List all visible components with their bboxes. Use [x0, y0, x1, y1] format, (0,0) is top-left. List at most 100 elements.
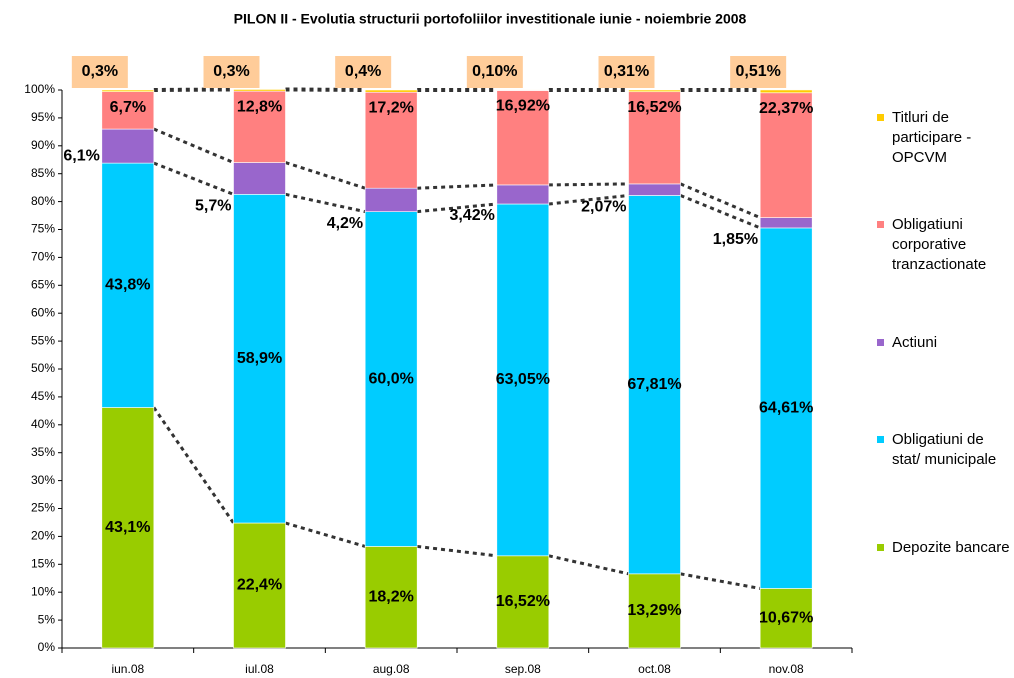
value-label: 64,61%: [759, 399, 813, 416]
label-box: [730, 56, 787, 88]
bar-segment: [628, 573, 681, 649]
bar-segment: [628, 89, 681, 93]
y-tick-label: 55%: [31, 333, 55, 347]
value-label: 0,3%: [213, 63, 249, 80]
bar-segment: [496, 90, 550, 186]
value-label: 12,8%: [237, 98, 282, 115]
bar-segment: [101, 89, 155, 92]
bar-segment: [364, 89, 418, 93]
y-tick-label: 95%: [31, 110, 55, 124]
x-tick-label: iul.08: [245, 662, 274, 676]
y-tick-label: 100%: [24, 82, 55, 96]
chart-title: PILON II - Evolutia structurii portofoli…: [234, 11, 747, 27]
bar-segment: [233, 522, 286, 649]
label-box: [335, 56, 392, 88]
bar-segment: [233, 162, 286, 195]
connector: [285, 192, 366, 214]
value-label: 22,4%: [237, 577, 282, 594]
connector: [548, 193, 629, 206]
x-tick-label: oct.08: [638, 662, 671, 676]
connector: [153, 127, 235, 164]
connector: [679, 182, 761, 219]
y-tick-label: 15%: [31, 556, 55, 570]
x-tick-label: sep.08: [505, 662, 541, 676]
value-label: 2,07%: [581, 199, 626, 216]
bar-segment: [759, 588, 813, 649]
label-box: [466, 56, 523, 88]
legend-label: Obligatiuni corporative tranzactionate: [892, 216, 987, 273]
value-label: 17,2%: [368, 99, 413, 116]
value-label: 0,4%: [345, 63, 381, 80]
legend-swatch: [877, 544, 884, 551]
value-label: 0,10%: [472, 63, 517, 80]
connector: [548, 182, 629, 187]
bar-segment: [233, 90, 286, 163]
y-tick-label: 85%: [31, 166, 55, 180]
bar-segment: [364, 187, 418, 212]
y-tick-label: 50%: [31, 361, 55, 375]
bar-segment: [759, 227, 813, 589]
y-tick-label: 60%: [31, 305, 55, 319]
value-label: 5,7%: [195, 198, 231, 215]
y-tick-label: 35%: [31, 445, 55, 459]
connector: [548, 554, 629, 576]
connector: [285, 87, 366, 92]
y-tick-label: 75%: [31, 222, 55, 236]
bar-segment: [364, 211, 418, 547]
bar-segment: [233, 194, 286, 524]
value-label: 63,05%: [496, 371, 550, 388]
bar-segment: [628, 91, 681, 185]
value-label: 0,3%: [82, 63, 118, 80]
value-label: 16,52%: [627, 99, 681, 116]
value-label: 16,92%: [496, 98, 550, 115]
label-box: [203, 56, 260, 88]
value-label: 22,37%: [759, 100, 813, 117]
y-tick-label: 70%: [31, 250, 55, 264]
y-tick-label: 5%: [38, 612, 56, 626]
value-label: 58,9%: [237, 350, 282, 367]
value-label: 43,8%: [105, 277, 150, 294]
label-box: [598, 56, 655, 88]
connector: [285, 521, 366, 548]
y-tick-label: 65%: [31, 277, 55, 291]
y-tick-label: 40%: [31, 417, 55, 431]
connector: [417, 183, 497, 190]
y-tick-label: 10%: [31, 584, 55, 598]
y-tick-label: 80%: [31, 194, 55, 208]
connector: [153, 161, 235, 196]
bar-segment: [496, 203, 550, 557]
bar-segment: [101, 407, 155, 649]
connector: [285, 161, 366, 190]
legend-swatch: [877, 436, 884, 443]
label-box: [71, 56, 128, 88]
legend-swatch: [877, 221, 884, 228]
value-label: 1,85%: [713, 231, 758, 248]
bar-segment: [496, 89, 550, 91]
value-label: 13,29%: [627, 602, 681, 619]
bar-segment: [628, 183, 681, 196]
value-label: 0,51%: [735, 63, 780, 80]
x-tick-label: iun.08: [111, 662, 144, 676]
legend-label: Depozite bancare: [892, 539, 1010, 556]
y-tick-label: 30%: [31, 473, 55, 487]
bar-segment: [759, 92, 813, 218]
connector: [417, 202, 497, 214]
value-label: 60,0%: [368, 370, 413, 387]
value-label: 10,67%: [759, 609, 813, 626]
legend-swatch: [877, 339, 884, 346]
legend-label: Titluri de participare - OPCVM: [892, 109, 972, 166]
bar-segment: [101, 162, 155, 408]
x-tick-label: nov.08: [769, 662, 804, 676]
connector: [416, 544, 498, 558]
value-label: 6,1%: [63, 147, 99, 164]
y-tick-label: 90%: [31, 138, 55, 152]
y-tick-label: 20%: [31, 529, 55, 543]
bar-segment: [101, 128, 155, 164]
connector: [679, 194, 761, 230]
value-label: 6,7%: [110, 99, 146, 116]
value-label: 4,2%: [327, 215, 363, 232]
x-tick-label: aug.08: [373, 662, 410, 676]
value-label: 0,31%: [604, 63, 649, 80]
